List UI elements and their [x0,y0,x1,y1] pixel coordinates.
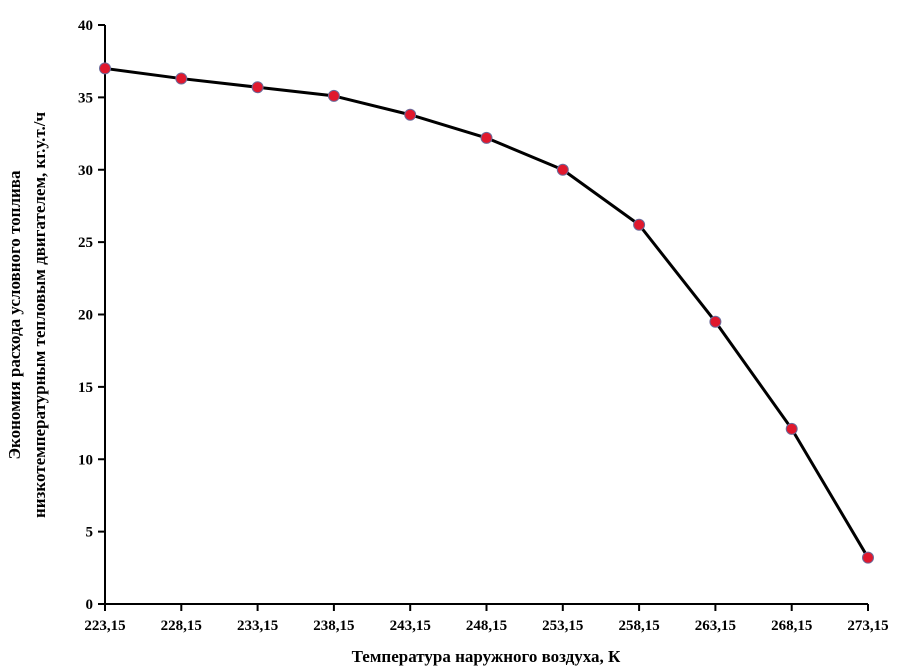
data-point [709,315,722,328]
y-tick-label: 0 [86,597,94,613]
x-tick-label: 228,15 [161,618,202,634]
y-tick-label: 10 [78,452,93,468]
x-axis-ticks: 223,15 228,15 233,15 238,15 243,15 248,15 253,… [84,604,889,634]
data-point [99,62,111,75]
x-tick-label: 243,15 [390,618,431,634]
y-tick-label: 20 [78,308,93,324]
data-point [633,218,646,231]
x-tick-label: 253,15 [542,618,583,634]
data-point [251,81,264,94]
x-tick-label: 223,15 [84,618,125,634]
y-tick-label: 15 [78,380,93,396]
y-tick-label: 40 [78,18,93,34]
data-point [862,551,874,564]
x-tick-label: 273,15 [847,618,888,634]
y-axis-ticks: 0 5 10 15 20 25 30 35 40 [78,18,105,613]
x-tick-label: 238,15 [313,618,354,634]
plot-area: 0 5 10 15 20 25 30 35 40 223,15 228,15 233,15 238,1… [78,18,889,634]
y-tick-label: 25 [78,235,93,251]
data-point [785,422,798,435]
y-tick-label: 5 [86,525,94,541]
x-tick-label: 233,15 [237,618,278,634]
data-point [327,89,340,102]
data-point [556,163,569,176]
y-axis-title-line2: низкотемпературным тепловым двигателем, … [30,112,49,519]
x-axis-title: Температура наружного воздуха, К [352,647,621,666]
x-tick-label: 268,15 [771,618,812,634]
data-point [480,131,493,144]
y-tick-label: 35 [78,90,93,106]
y-tick-label: 30 [78,163,93,179]
x-tick-label: 258,15 [618,618,659,634]
data-points [99,62,874,564]
x-tick-label: 263,15 [695,618,736,634]
data-point [175,72,188,85]
y-axis-title-line1: Экономия расхода условного топлива [5,170,24,459]
x-tick-label: 248,15 [466,618,507,634]
data-point [404,108,417,121]
